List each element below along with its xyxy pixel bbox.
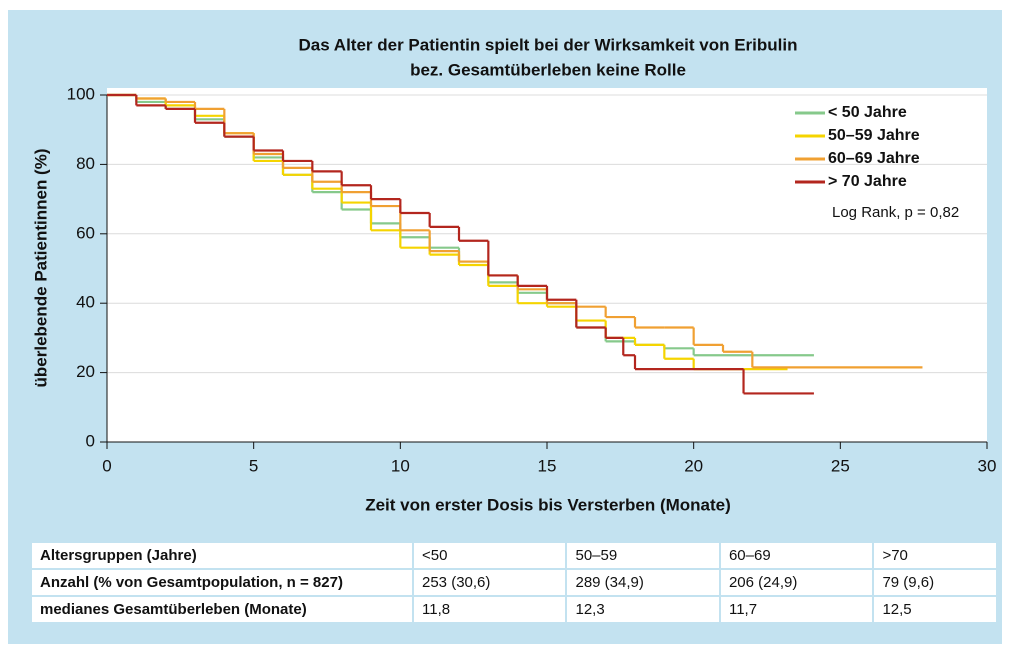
- y-axis-title: überlebende Patientinnen (%): [31, 149, 50, 388]
- y-tick-label: 60: [76, 223, 95, 242]
- table-cell: >70: [874, 543, 996, 568]
- x-tick-label: 0: [102, 456, 111, 475]
- row-header: Anzahl (% von Gesamtpopulation, n = 827): [32, 570, 412, 595]
- x-tick-label: 25: [831, 456, 850, 475]
- y-tick-label: 40: [76, 293, 95, 312]
- summary-table: Altersgruppen (Jahre) <50 50–59 60–69 >70 Anz…: [30, 541, 998, 624]
- chart: Das Alter der Patientin spielt bei der W…: [31, 35, 997, 514]
- table-cell: 253 (30,6): [414, 570, 566, 595]
- table-row: medianes Gesamtüberleben (Monate) 11,8 12,…: [32, 597, 996, 622]
- chart-title: Das Alter der Patientin spielt bei der W…: [299, 35, 798, 54]
- legend-box: [780, 100, 985, 235]
- x-tick-label: 20: [684, 456, 703, 475]
- annotation: Log Rank, p = 0,82: [832, 204, 959, 221]
- x-axis-title: Zeit von erster Dosis bis Versterben (Mo…: [365, 495, 731, 514]
- y-tick-label: 0: [86, 431, 95, 450]
- chart-subtitle: bez. Gesamtüberleben keine Rolle: [410, 60, 686, 79]
- table-cell: 11,7: [720, 597, 873, 622]
- legend-label: > 70 Jahre: [828, 173, 907, 190]
- table-cell: 11,8: [414, 597, 566, 622]
- x-tick-label: 10: [391, 456, 410, 475]
- y-tick-label: 80: [76, 154, 95, 173]
- table-cell: 79 (9,6): [874, 570, 996, 595]
- row-header: medianes Gesamtüberleben (Monate): [32, 597, 412, 622]
- y-tick-label: 100: [67, 84, 95, 103]
- table-row: Anzahl (% von Gesamtpopulation, n = 827)…: [32, 570, 996, 595]
- table-cell: 12,3: [567, 597, 719, 622]
- x-tick-label: 5: [249, 456, 258, 475]
- x-tick-label: 15: [538, 456, 557, 475]
- legend-label: 60–69 Jahre: [828, 150, 920, 167]
- y-tick-label: 20: [76, 362, 95, 381]
- row-header: Altersgruppen (Jahre): [32, 543, 412, 568]
- table-cell: 206 (24,9): [720, 570, 873, 595]
- x-tick-label: 30: [978, 456, 997, 475]
- table-cell: 50–59: [567, 543, 719, 568]
- table-row: Altersgruppen (Jahre) <50 50–59 60–69 >70: [32, 543, 996, 568]
- legend-label: < 50 Jahre: [828, 104, 907, 121]
- table-cell: 60–69: [720, 543, 873, 568]
- table-cell: <50: [414, 543, 566, 568]
- table-cell: 289 (34,9): [567, 570, 719, 595]
- table-cell: 12,5: [874, 597, 996, 622]
- legend-label: 50–59 Jahre: [828, 127, 920, 144]
